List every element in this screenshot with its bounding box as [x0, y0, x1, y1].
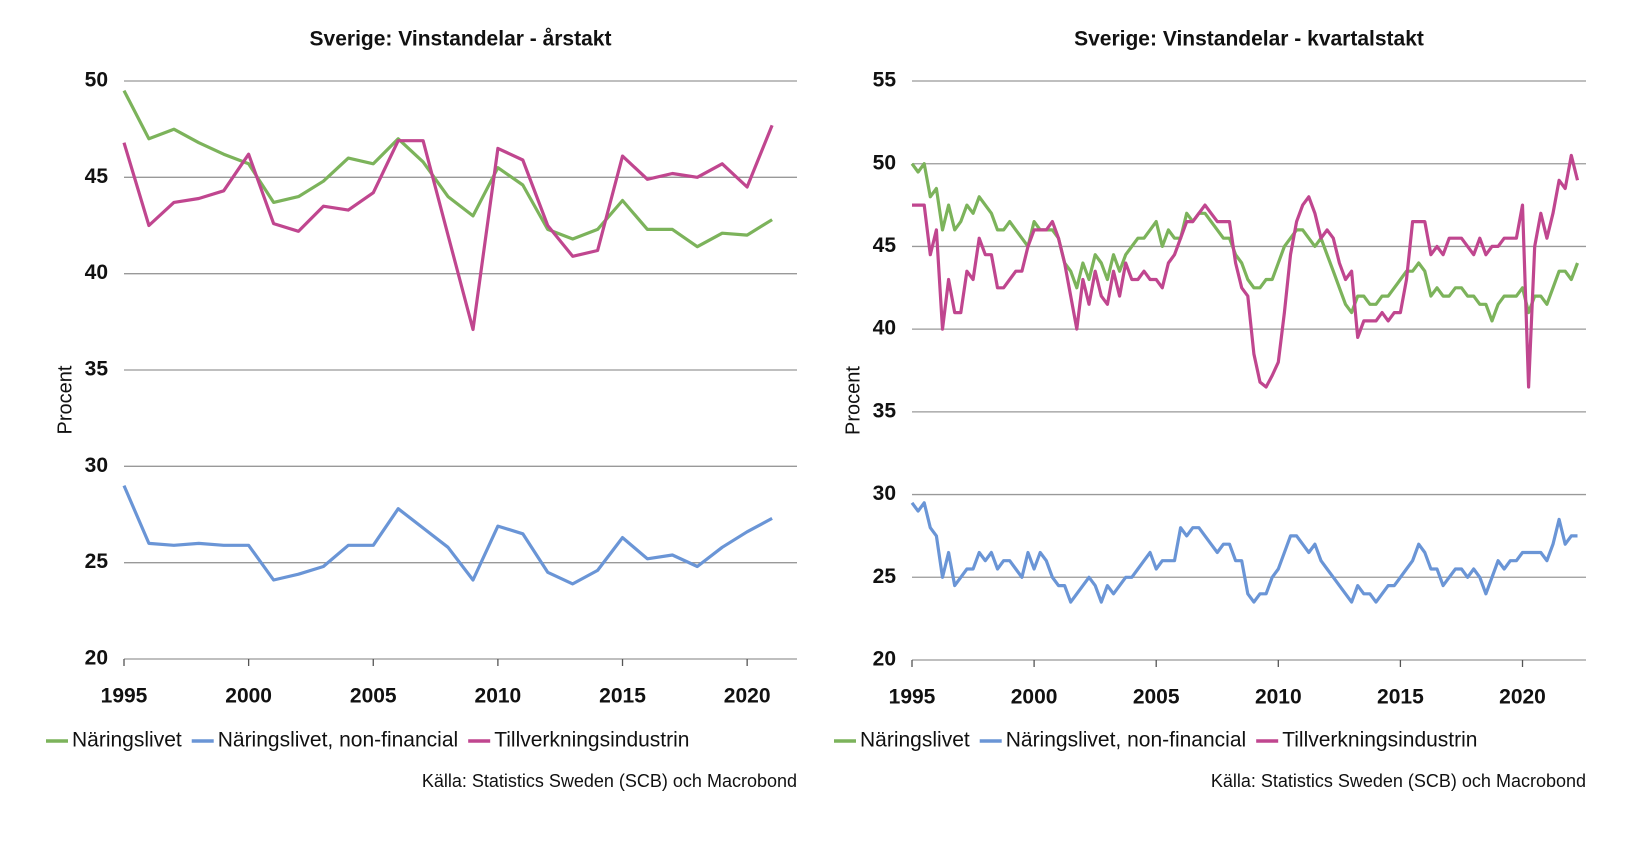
x-tick-label: 2020: [1499, 686, 1546, 709]
y-tick-label: 30: [873, 482, 896, 505]
legend-label: Näringslivet, non-financial: [218, 729, 458, 752]
y-tick-label: 35: [873, 399, 897, 422]
series-line: [910, 501, 1578, 604]
y-tick-label: 50: [873, 151, 896, 174]
legend-label: Tillverkningsindustrin: [1282, 729, 1477, 752]
y-tick-label: 20: [85, 647, 108, 670]
series-line: [910, 162, 1579, 323]
series-line: [122, 484, 773, 586]
y-tick-label: 50: [85, 69, 108, 92]
legend-label: Näringslivet: [860, 729, 970, 752]
y-axis-label: Procent: [842, 366, 864, 435]
x-tick-label: 2010: [475, 685, 522, 708]
x-tick-label: 2000: [225, 685, 272, 708]
y-tick-label: 45: [873, 234, 897, 257]
x-tick-label: 2000: [1011, 686, 1058, 709]
source-note: Källa: Statistics Sweden (SCB) och Macro…: [1211, 771, 1586, 791]
x-tick-label: 2005: [350, 685, 397, 708]
x-tick-label: 2020: [724, 685, 771, 708]
y-tick-label: 25: [873, 565, 897, 588]
x-tick-label: 1995: [101, 685, 148, 708]
y-tick-label: 55: [873, 69, 897, 92]
x-tick-label: 2015: [1377, 686, 1424, 709]
legend-label: Näringslivet: [72, 729, 182, 752]
chart-title: Sverige: Vinstandelar - kvartalstakt: [1074, 28, 1424, 51]
series-line: [912, 153, 1580, 389]
y-axis-label: Procent: [54, 365, 76, 434]
y-tick-label: 40: [85, 261, 108, 284]
series-line: [122, 89, 773, 249]
x-tick-label: 2005: [1133, 686, 1180, 709]
y-tick-label: 35: [85, 358, 109, 381]
legend-label: Tillverkningsindustrin: [494, 729, 689, 752]
chart-title: Sverige: Vinstandelar - årstakt: [310, 28, 612, 51]
y-tick-label: 30: [85, 454, 108, 477]
y-tick-label: 40: [873, 317, 896, 340]
x-tick-label: 1995: [889, 686, 936, 709]
legend-label: Näringslivet, non-financial: [1006, 729, 1246, 752]
y-tick-label: 20: [873, 648, 896, 671]
series-line: [122, 124, 774, 332]
x-tick-label: 2010: [1255, 686, 1302, 709]
source-note: Källa: Statistics Sweden (SCB) och Macro…: [422, 771, 797, 791]
x-tick-label: 2015: [599, 685, 646, 708]
y-tick-label: 25: [85, 550, 109, 573]
y-tick-label: 45: [85, 165, 109, 188]
